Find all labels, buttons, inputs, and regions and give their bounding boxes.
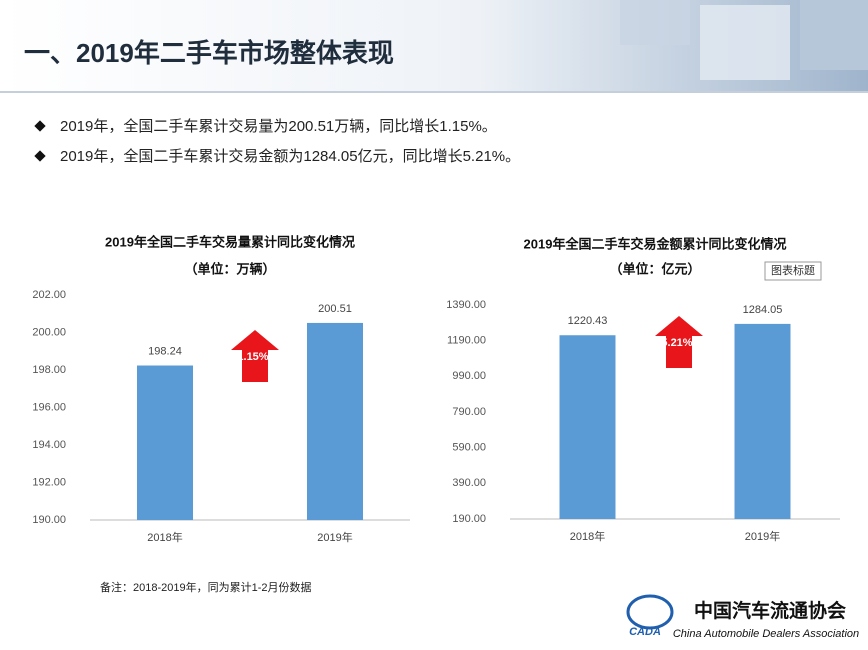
y-tick-label: 1390.00 bbox=[446, 299, 486, 311]
header-cube bbox=[800, 0, 868, 70]
y-tick-label: 390.00 bbox=[452, 477, 486, 489]
x-tick-label: 2019年 bbox=[317, 530, 352, 544]
value-label: 1220.43 bbox=[568, 315, 608, 327]
footnote: 备注：2018-2019年，同为累计1-2月份数据 bbox=[100, 580, 312, 594]
y-tick-label: 590.00 bbox=[452, 442, 486, 454]
growth-arrow bbox=[231, 330, 279, 382]
y-tick-label: 790.00 bbox=[452, 406, 486, 418]
bullet-icon bbox=[34, 120, 46, 132]
chart-title: 2019年全国二手车交易量累计同比变化情况 bbox=[105, 234, 355, 249]
y-tick-label: 190.00 bbox=[452, 513, 486, 525]
chart-subtitle: （单位：亿元） bbox=[609, 261, 700, 276]
growth-label: 1.15% bbox=[237, 351, 268, 363]
y-tick-label: 1190.00 bbox=[447, 335, 486, 347]
y-tick-label: 190.00 bbox=[32, 514, 66, 526]
x-tick-label: 2018年 bbox=[570, 529, 605, 543]
value-label: 198.24 bbox=[148, 345, 182, 357]
y-tick-label: 196.00 bbox=[32, 401, 66, 413]
placeholder-box bbox=[764, 261, 822, 281]
header-cube bbox=[620, 0, 690, 45]
bullet-icon bbox=[34, 150, 46, 162]
y-tick-label: 990.00 bbox=[452, 370, 486, 382]
logo-abbr: CADA bbox=[629, 626, 661, 638]
y-tick-label: 192.00 bbox=[32, 476, 66, 488]
bar bbox=[734, 323, 791, 519]
logo-english: China Automobile Dealers Association bbox=[673, 628, 859, 640]
x-tick-label: 2019年 bbox=[745, 529, 780, 543]
chart-subtitle: （单位：万辆） bbox=[184, 261, 275, 276]
growth-arrow bbox=[655, 316, 703, 368]
bar bbox=[559, 335, 616, 519]
y-tick-label: 200.00 bbox=[32, 326, 66, 338]
y-tick-label: 194.00 bbox=[32, 439, 66, 451]
y-tick-label: 202.00 bbox=[32, 289, 66, 301]
bullet-text: 2019年，全国二手车累计交易量为200.51万辆，同比增长1.15%。 bbox=[60, 117, 497, 135]
value-label: 200.51 bbox=[318, 303, 352, 315]
bar bbox=[137, 365, 193, 520]
chart-title: 2019年全国二手车交易金额累计同比变化情况 bbox=[524, 236, 787, 251]
x-tick-label: 2018年 bbox=[147, 530, 182, 544]
logo-mark bbox=[626, 594, 674, 630]
bar bbox=[307, 322, 363, 520]
header-cube bbox=[700, 5, 790, 80]
value-label: 1284.05 bbox=[743, 304, 783, 316]
bullet-text: 2019年，全国二手车累计交易金额为1284.05亿元，同比增长5.21%。 bbox=[60, 147, 520, 165]
logo-name: 中国汽车流通协会 bbox=[694, 599, 846, 622]
slide-title: 一、2019年二手车市场整体表现 bbox=[24, 38, 394, 68]
growth-label: 5.21% bbox=[661, 337, 692, 349]
y-tick-label: 198.00 bbox=[32, 364, 66, 376]
placeholder-text: 图表标题 bbox=[771, 263, 815, 277]
